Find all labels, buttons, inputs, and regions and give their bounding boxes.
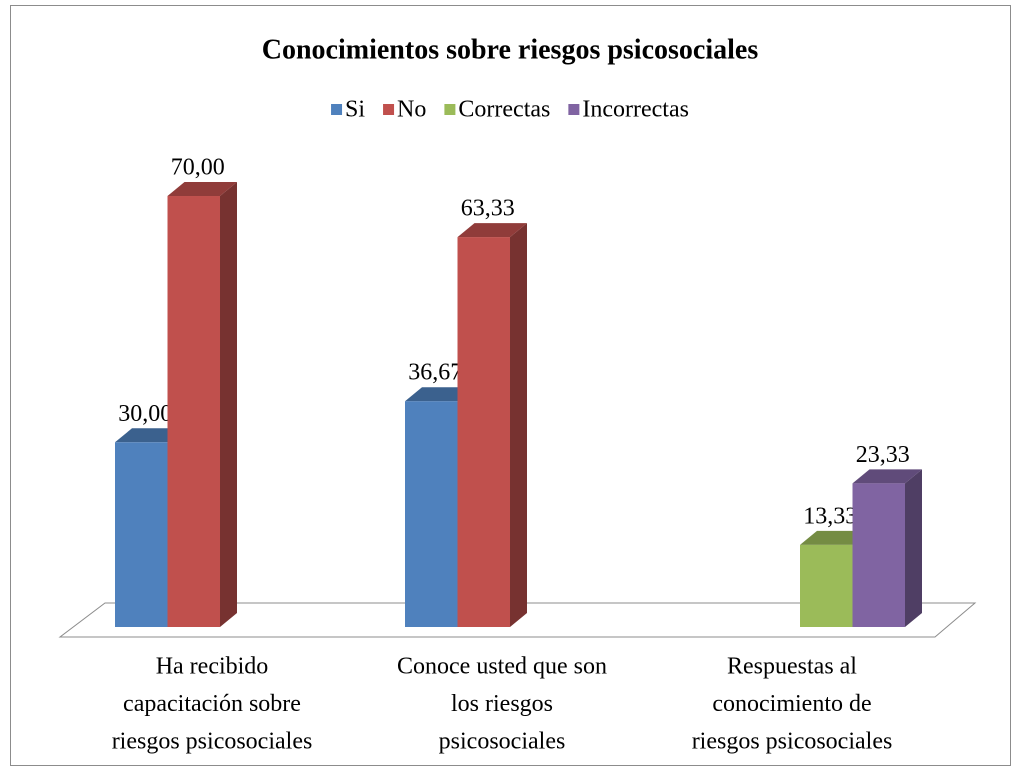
bar-top: [405, 387, 475, 402]
x-tick-label: capacitación sobre: [123, 691, 301, 717]
bar-top: [115, 428, 185, 443]
legend: Si No Correctas Incorrectas: [331, 97, 689, 123]
value-label: 63,33: [461, 196, 515, 222]
bar-side: [510, 223, 527, 627]
x-tick-label: Respuestas al: [727, 654, 857, 680]
bar-top: [852, 469, 922, 484]
bar-front: [457, 237, 510, 627]
bar-front: [405, 401, 458, 627]
bar-front: [852, 483, 905, 627]
value-label: 30,00: [118, 401, 172, 427]
legend-swatch: [444, 104, 456, 115]
x-tick-label: Ha recibido: [156, 654, 269, 680]
legend-label: Correctas: [458, 97, 550, 123]
bar-top: [800, 530, 870, 545]
x-tick-label: los riesgos: [451, 691, 553, 717]
bar-side: [220, 182, 237, 627]
x-tick-label: conocimiento de: [712, 691, 871, 717]
bar: [167, 182, 237, 627]
bar-front: [167, 196, 220, 627]
bar: [457, 223, 527, 627]
value-label: 23,33: [856, 442, 910, 468]
value-label: 36,67: [408, 360, 462, 386]
legend-label: Si: [345, 97, 365, 123]
legend-swatch: [383, 104, 395, 115]
value-label: 13,33: [803, 503, 857, 529]
bar-front: [115, 442, 168, 627]
legend-label: No: [397, 97, 426, 123]
x-tick-label: riesgos psicosociales: [692, 729, 893, 755]
x-tick-label: Conoce usted que son: [397, 654, 607, 680]
bar-top: [167, 182, 237, 197]
value-label: 70,00: [171, 155, 225, 181]
legend-swatch: [331, 104, 343, 115]
chart-title: Conocimientos sobre riesgos psicosociale…: [262, 34, 759, 65]
x-tick-label: riesgos psicosociales: [112, 729, 313, 755]
bar: [852, 469, 922, 627]
bar-front: [800, 544, 853, 627]
legend-label: Incorrectas: [582, 97, 689, 123]
legend-swatch: [568, 104, 580, 115]
bar: [405, 387, 475, 627]
bar-top: [457, 223, 527, 238]
x-tick-label: psicosociales: [439, 729, 566, 755]
bar-side: [905, 469, 922, 627]
